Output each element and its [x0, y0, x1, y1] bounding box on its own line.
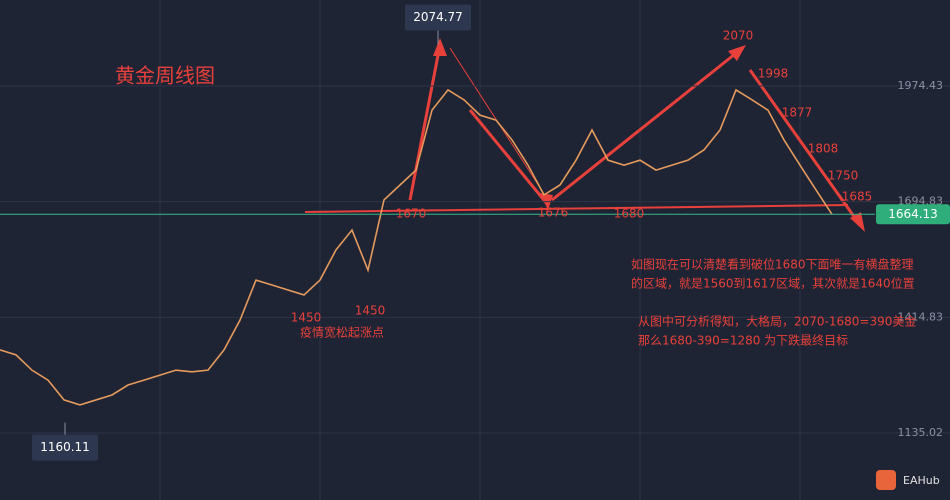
annotation: 1450	[355, 304, 386, 318]
arrowhead	[850, 212, 865, 232]
annotation: 1685	[842, 190, 873, 204]
arrowheads	[433, 38, 865, 232]
y-tick-label: 1974.43	[898, 79, 944, 92]
arrowhead	[728, 45, 746, 61]
low-label: 1160.11	[40, 440, 90, 454]
low-box	[32, 434, 98, 461]
support-line	[304, 204, 849, 213]
price-line	[0, 88, 833, 406]
note: 那么1680-390=1280 为下跌最终目标	[638, 333, 848, 348]
last-price-label: 1664.13	[888, 207, 938, 221]
y-tick-label: 1135.02	[898, 426, 944, 439]
note: 的区域，就是1560到1617区域，其次就是1640位置	[631, 276, 915, 291]
arrow	[468, 109, 550, 206]
annotation: 1680	[614, 207, 645, 221]
arrow	[748, 69, 862, 226]
arrow	[551, 48, 741, 202]
arrow	[408, 44, 442, 201]
annotation: 1877	[782, 106, 813, 120]
last-price-tag	[876, 204, 950, 225]
annotation: 疫情宽松起涨点	[300, 325, 384, 340]
arrowhead	[433, 38, 447, 56]
annotation: 2070	[723, 29, 754, 43]
annotation: 1808	[808, 142, 839, 156]
y-tick-label: 1414.83	[898, 310, 944, 323]
high-label: 2074.77	[413, 10, 463, 24]
high-box	[405, 4, 471, 31]
note: 如图现在可以清楚看到破位1680下面唯一有横盘整理	[631, 257, 914, 272]
annotation: 1670	[396, 207, 427, 221]
annotation: 1998	[758, 67, 789, 81]
brand: EAHub	[903, 474, 940, 487]
overlay: 1135.021414.831694.831974.431664.132074.…	[0, 4, 950, 461]
annotation: 1750	[828, 169, 859, 183]
arrows	[304, 44, 862, 226]
chart-title: 黄金周线图	[115, 64, 215, 88]
note: 从图中可分析得知，大格局，2070-1680=390美金	[638, 314, 916, 329]
annotation: 1676	[538, 206, 569, 220]
brand-icon	[876, 470, 896, 490]
annotation: 1450	[291, 311, 322, 325]
